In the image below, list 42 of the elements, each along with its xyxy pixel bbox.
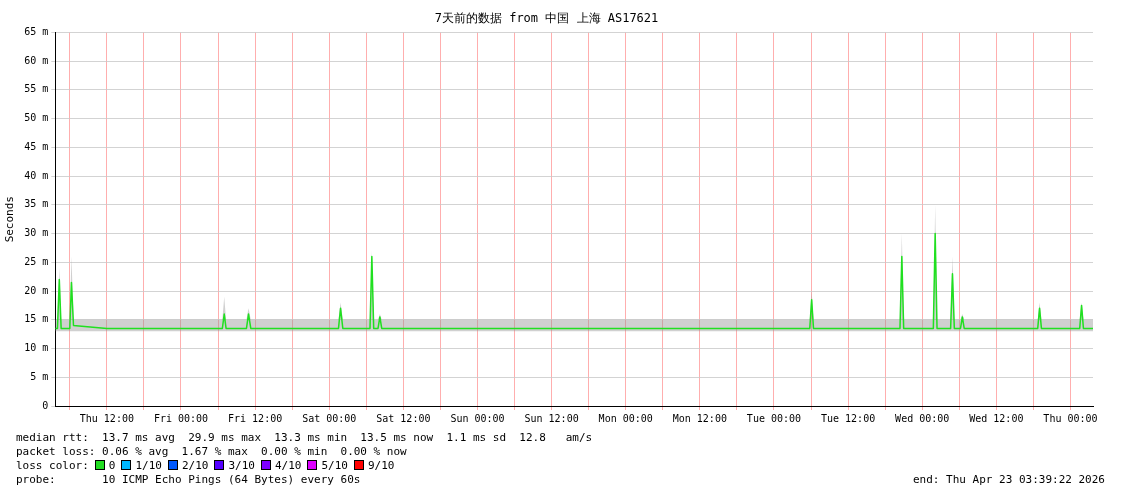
y-tick-label: 5 m: [30, 370, 49, 382]
x-tick-label: Mon 12:00: [672, 412, 727, 424]
x-tick-label: Fri 00:00: [153, 412, 209, 424]
x-tick-label: Sat 12:00: [376, 412, 431, 424]
text: packet loss: 0.06 % avg 1.67 % max 0.00 % min 0.00 % now: [16, 445, 407, 458]
text: 4/10: [274, 459, 302, 472]
y-tick-label: 15 m: [24, 313, 49, 325]
y-tick-label: 60 m: [24, 54, 49, 66]
y-tick-label: 65 m: [24, 25, 49, 37]
text: end: Thu Apr 23 03:39:22 2026: [912, 473, 1105, 486]
y-tick-label: 30 m: [24, 227, 49, 239]
text: 9/10: [367, 459, 395, 472]
x-tick-label: Wed 00:00: [895, 412, 950, 424]
text: 5/10: [321, 459, 348, 472]
x-tick-label: Thu 12:00: [79, 412, 134, 424]
y-axis-title: Seconds: [3, 196, 17, 243]
text: 3/10: [228, 459, 255, 472]
y-tick-label: 25 m: [24, 255, 49, 267]
y-tick-label: 50 m: [24, 112, 49, 124]
text: 1/10: [135, 459, 162, 472]
x-tick-label: Fri 12:00: [228, 412, 283, 424]
x-tick-label: Thu 00:00: [1043, 412, 1098, 424]
text: probe: 10 ICMP Echo Pings (64 Bytes) every 60s: [16, 473, 361, 486]
y-tick-label: 55 m: [24, 83, 49, 95]
x-tick-label: Sun 00:00: [450, 412, 505, 424]
x-tick-label: Sat 00:00: [302, 412, 357, 424]
y-tick-label: 45 m: [24, 140, 49, 152]
y-tick-label: 40 m: [24, 169, 49, 181]
x-tick-label: Tue 12:00: [820, 412, 876, 424]
y-tick-label: 0: [42, 399, 49, 411]
x-tick-label: Tue 00:00: [746, 412, 802, 424]
chart-title: 7天前的数据 from 中国 上海 AS17621: [434, 11, 659, 26]
text: 2/10: [181, 459, 209, 472]
y-tick-label: 35 m: [24, 198, 49, 210]
y-tick-label: 10 m: [24, 342, 49, 354]
text: 0: [108, 459, 116, 472]
x-tick-label: Mon 00:00: [598, 412, 653, 424]
x-tick-label: Wed 12:00: [969, 412, 1024, 424]
text: median rtt: 13.7 ms avg 29.9 ms max 13.3 ms min 13.5 ms now 1.1 ms sd 12.8 am/s: [16, 431, 593, 444]
x-tick-label: Sun 12:00: [524, 412, 579, 424]
text: loss color:: [16, 459, 89, 472]
y-tick-label: 20 m: [24, 284, 49, 296]
